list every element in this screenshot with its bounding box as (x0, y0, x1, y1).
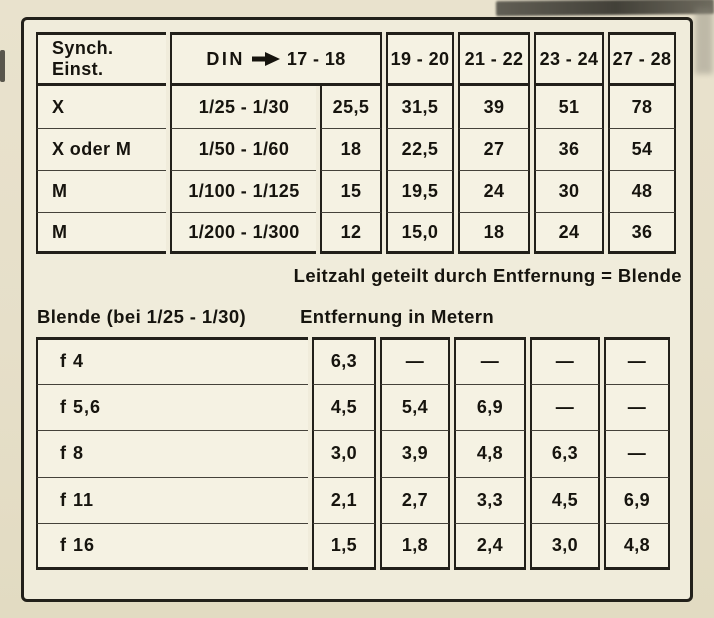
table-row: f 16 1,5 1,8 2,4 3,0 4,8 (36, 523, 670, 570)
aperture-cell: f 4 (36, 337, 308, 384)
value-cell: 31,5 (386, 86, 454, 128)
value-cell: 1,8 (380, 523, 450, 570)
value-cell: 51 (534, 86, 604, 128)
aperture-cell: f 5,6 (36, 383, 308, 430)
value-cell: — (454, 337, 526, 384)
aperture-note: Blende (bei 1/25 - 1/30) (37, 306, 247, 327)
value-cell: 27 (458, 128, 530, 170)
value-cell: — (604, 383, 670, 430)
value-cell: 39 (458, 86, 530, 128)
value-cell: 3,0 (530, 523, 600, 570)
sync-cell: X oder M (36, 128, 166, 170)
header-din-col: 23 - 24 (534, 32, 604, 86)
value-cell: 25,5 (320, 86, 382, 128)
value-cell: 3,3 (454, 476, 526, 523)
value-cell: 30 (534, 170, 604, 212)
speed-cell: 1/100 - 1/125 (170, 170, 316, 212)
din-label: DIN (206, 48, 245, 69)
header-sync: Synch. Einst. (36, 32, 166, 86)
value-cell: 22,5 (386, 128, 454, 170)
table-row: f 11 2,1 2,7 3,3 4,5 6,9 (36, 476, 670, 523)
table-header-row: Synch. Einst. DIN 17 - 18 19 - 20 21 - 22… (36, 32, 676, 86)
value-cell: 2,4 (454, 523, 526, 570)
value-cell: 2,7 (380, 476, 450, 523)
aperture-distance-table: f 4 6,3 — — — — f 5,6 4,5 5,4 6,9 — — f … (32, 337, 674, 570)
value-cell: 3,0 (312, 430, 376, 477)
value-cell: 4,5 (312, 383, 376, 430)
distance-note: Entfernung in Metern (300, 306, 495, 327)
scan-artifact-left (0, 50, 5, 82)
scan-artifact-top (495, 0, 714, 17)
value-cell: — (604, 337, 670, 384)
value-cell: 4,8 (454, 430, 526, 477)
sync-cell: M (36, 212, 166, 254)
scan-artifact-right (695, 8, 713, 74)
aperture-cell: f 8 (36, 430, 308, 477)
header-din: DIN 17 - 18 (170, 32, 382, 86)
value-cell: 2,1 (312, 476, 376, 523)
value-cell: 12 (320, 212, 382, 254)
value-cell: 18 (320, 128, 382, 170)
value-cell: 6,3 (530, 430, 600, 477)
value-cell: 6,9 (604, 476, 670, 523)
value-cell: 78 (608, 86, 676, 128)
value-cell: — (530, 337, 600, 384)
value-cell: — (380, 337, 450, 384)
sync-cell: M (36, 170, 166, 212)
value-cell: 15,0 (386, 212, 454, 254)
value-cell: 24 (534, 212, 604, 254)
table-row: M 1/100 - 1/125 15 19,5 24 30 48 (36, 170, 676, 212)
header-din-col: 27 - 28 (608, 32, 676, 86)
value-cell: 1,5 (312, 523, 376, 570)
header-din-col: 21 - 22 (458, 32, 530, 86)
value-cell: 18 (458, 212, 530, 254)
value-cell: — (530, 383, 600, 430)
table-row: X oder M 1/50 - 1/60 18 22,5 27 36 54 (36, 128, 676, 170)
value-cell: 48 (608, 170, 676, 212)
value-cell: 6,3 (312, 337, 376, 384)
value-cell: 15 (320, 170, 382, 212)
aperture-cell: f 16 (36, 523, 308, 570)
guide-number-rule: Leitzahl geteilt durch Entfernung = Blen… (293, 265, 682, 286)
table-row: f 8 3,0 3,9 4,8 6,3 — (36, 430, 670, 477)
aperture-cell: f 11 (36, 476, 308, 523)
value-cell: 19,5 (386, 170, 454, 212)
bottom-table-caption: Blende (bei 1/25 - 1/30) Entfernung in Me… (37, 306, 494, 328)
value-cell: 5,4 (380, 383, 450, 430)
value-cell: 3,9 (380, 430, 450, 477)
table-row: f 5,6 4,5 5,4 6,9 — — (36, 383, 670, 430)
value-cell: 4,5 (530, 476, 600, 523)
table-row: f 4 6,3 — — — — (36, 337, 670, 384)
value-cell: 6,9 (454, 383, 526, 430)
value-cell: 24 (458, 170, 530, 212)
table-row: X 1/25 - 1/30 25,5 31,5 39 51 78 (36, 86, 676, 128)
value-cell: 4,8 (604, 523, 670, 570)
table-row: M 1/200 - 1/300 12 15,0 18 24 36 (36, 212, 676, 254)
value-cell: 36 (534, 128, 604, 170)
sync-cell: X (36, 86, 166, 128)
value-cell: — (604, 430, 670, 477)
right-arrow-icon (251, 51, 280, 66)
speed-cell: 1/200 - 1/300 (170, 212, 316, 254)
outer-frame: Synch. Einst. DIN 17 - 18 19 - 20 21 - 22… (21, 17, 693, 602)
speed-cell: 1/25 - 1/30 (170, 86, 316, 128)
value-cell: 36 (608, 212, 676, 254)
value-cell: 54 (608, 128, 676, 170)
sync-din-table: Synch. Einst. DIN 17 - 18 19 - 20 21 - 22… (32, 32, 680, 254)
din-range: 17 - 18 (286, 48, 346, 69)
speed-cell: 1/50 - 1/60 (170, 128, 316, 170)
header-din-col: 19 - 20 (386, 32, 454, 86)
